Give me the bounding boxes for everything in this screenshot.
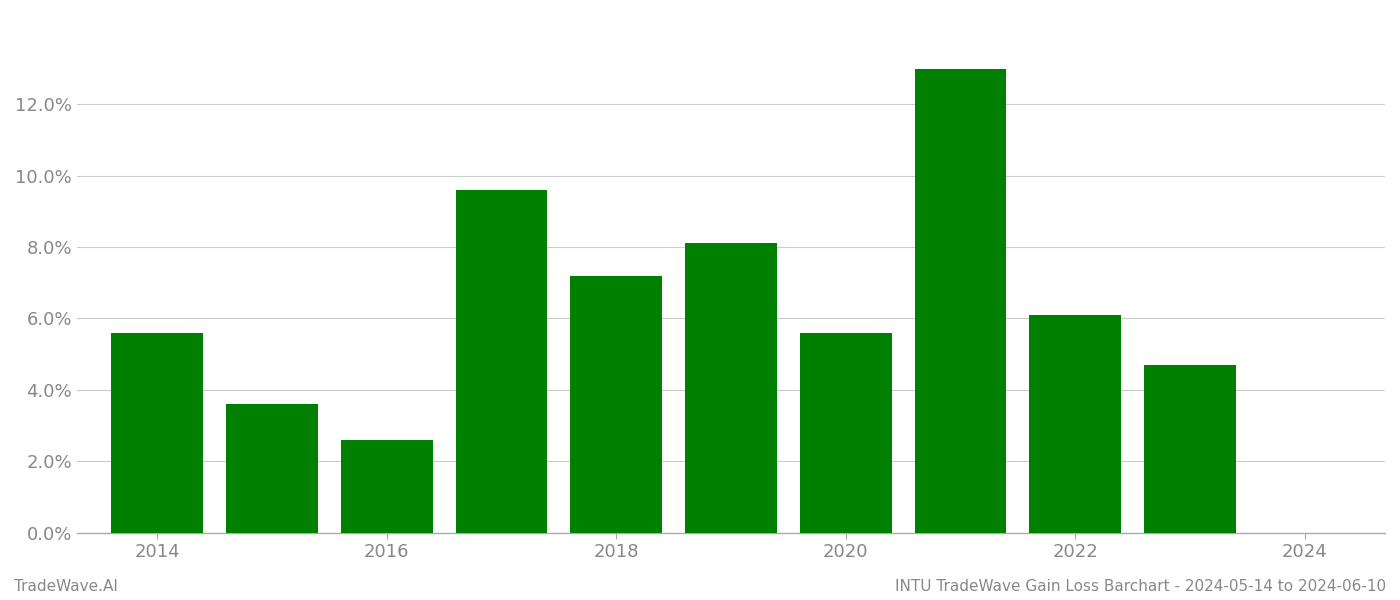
Bar	[1029, 315, 1121, 533]
Text: TradeWave.AI: TradeWave.AI	[14, 579, 118, 594]
Bar	[570, 275, 662, 533]
Bar	[685, 244, 777, 533]
Bar	[340, 440, 433, 533]
Text: INTU TradeWave Gain Loss Barchart - 2024-05-14 to 2024-06-10: INTU TradeWave Gain Loss Barchart - 2024…	[895, 579, 1386, 594]
Bar	[914, 68, 1007, 533]
Bar	[799, 332, 892, 533]
Bar	[455, 190, 547, 533]
Bar	[111, 332, 203, 533]
Bar	[225, 404, 318, 533]
Bar	[1144, 365, 1236, 533]
